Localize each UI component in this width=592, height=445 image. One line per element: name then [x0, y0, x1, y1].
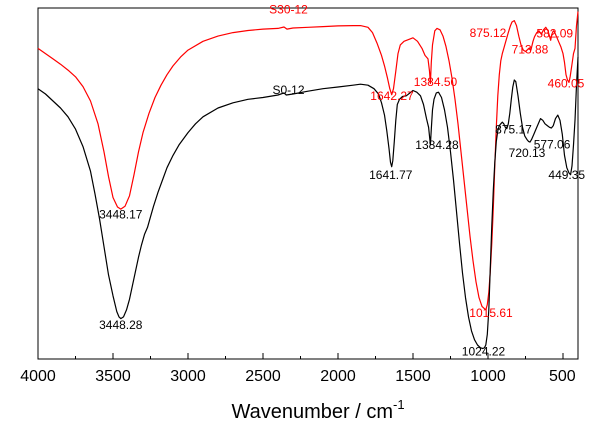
x-tick-label: 500 — [549, 368, 576, 385]
series-label: S0-12 — [272, 83, 304, 97]
peak-label-black: 449.35 — [548, 168, 585, 182]
peak-label-black: 1641.77 — [369, 168, 413, 182]
series-line-s30-12 — [37, 11, 579, 311]
peak-label-black: 3448.28 — [99, 318, 143, 332]
x-tick-label: 2500 — [245, 368, 281, 385]
peak-label-red: 1642.27 — [370, 89, 414, 103]
peak-label-red: 1015.61 — [469, 306, 513, 320]
peak-label-black: 720.13 — [509, 146, 546, 160]
peak-label-black: 3448.17 — [99, 208, 143, 222]
series-layer — [37, 11, 579, 350]
x-axis-label-main: Wavenumber / cm — [231, 401, 393, 423]
x-tick-label: 1500 — [395, 368, 431, 385]
series-line-s0-12 — [37, 57, 579, 350]
peak-label-red: 1384.50 — [414, 75, 458, 89]
peak-label-red: 460.05 — [548, 77, 585, 91]
series-label: S30-12 — [269, 2, 308, 16]
peak-label-red: 582.09 — [536, 26, 573, 40]
plot-frame — [37, 7, 579, 360]
peak-label-black: 875.17 — [495, 122, 532, 136]
x-tick-label: 3000 — [170, 368, 206, 385]
x-tick-label: 3500 — [95, 368, 131, 385]
peak-label-black: 577.06 — [534, 137, 571, 151]
x-tick-label: 2000 — [320, 368, 356, 385]
peak-label-red: 875.12 — [470, 26, 507, 40]
x-axis-label: Wavenumber / cm-1 — [231, 397, 404, 423]
x-tick-label: 1000 — [470, 368, 506, 385]
peak-label-black: 1384.28 — [415, 138, 459, 152]
x-tick-label: 4000 — [20, 368, 56, 385]
peak-label-red: 713.88 — [512, 43, 549, 57]
x-axis-label-superscript: -1 — [393, 397, 405, 412]
x-axis-ticks: 4000 3500 3000 2500 2000 1500 1000 500 — [20, 353, 576, 385]
peak-label-black: 1024.22 — [462, 344, 506, 358]
